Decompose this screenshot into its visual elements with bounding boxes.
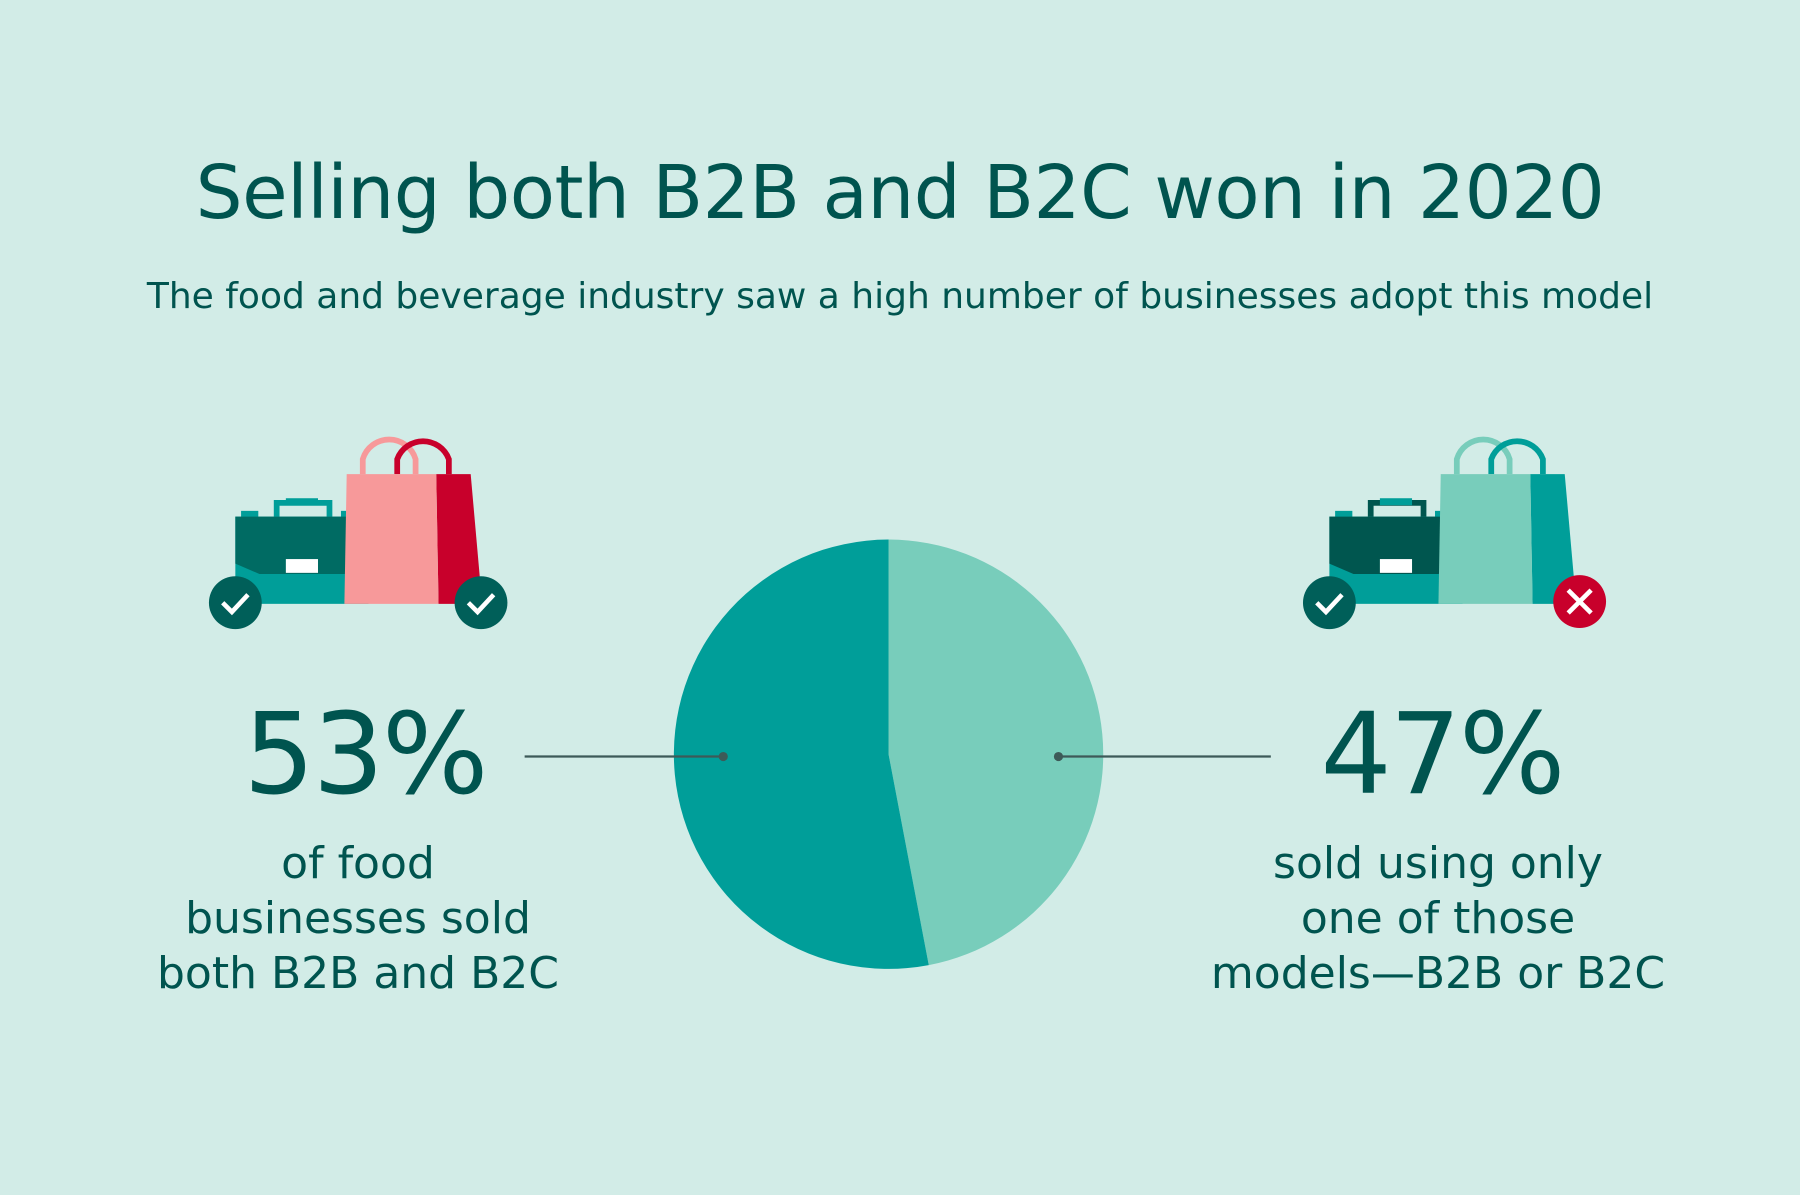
check-icon <box>1302 576 1356 630</box>
pie-slice-53 <box>673 539 929 969</box>
right-stat-description: sold using only one of those models—B2B … <box>1158 836 1718 1001</box>
check-icon <box>208 576 262 630</box>
page-title: Selling both B2B and B2C won in 2020 <box>195 150 1605 236</box>
x-icon <box>1553 575 1607 628</box>
check-icon <box>454 576 508 630</box>
pie-chart <box>673 539 1104 969</box>
right-desc-line: models—B2B or B2C <box>1210 948 1666 999</box>
pie-slice-47 <box>888 539 1104 966</box>
shopping-bag-icon <box>344 436 483 604</box>
left-desc-line: of food <box>281 838 435 889</box>
left-icon-group <box>208 436 508 630</box>
right-desc-line: sold using only <box>1273 838 1603 889</box>
left-desc-line: businesses sold <box>185 893 531 944</box>
right-icon-group <box>1302 436 1607 630</box>
leader-line-left <box>524 751 728 762</box>
left-desc-line: both B2B and B2C <box>157 948 559 999</box>
right-desc-line: one of those <box>1300 893 1576 944</box>
shopping-bag-icon <box>1438 436 1577 604</box>
left-stat-description: of food businesses sold both B2B and B2C <box>78 836 638 1001</box>
leader-line-right <box>1053 751 1271 762</box>
right-stat-value: 47% <box>1320 690 1566 820</box>
page-subtitle: The food and beverage industry saw a hig… <box>146 276 1654 317</box>
left-stat-value: 53% <box>243 690 489 820</box>
